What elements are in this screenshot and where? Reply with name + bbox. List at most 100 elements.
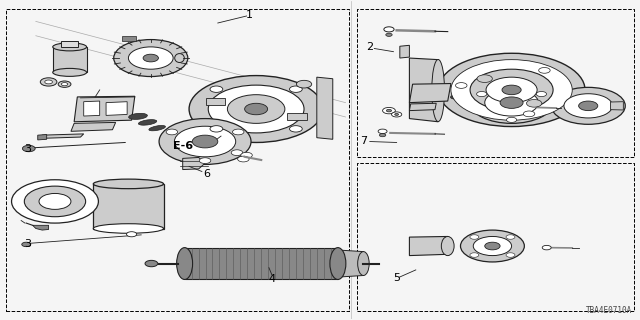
- Circle shape: [477, 92, 487, 97]
- Polygon shape: [74, 96, 135, 122]
- Circle shape: [502, 85, 521, 95]
- Ellipse shape: [129, 113, 147, 119]
- Polygon shape: [184, 248, 338, 279]
- Circle shape: [296, 80, 312, 88]
- Polygon shape: [93, 184, 164, 228]
- Text: 1: 1: [246, 10, 253, 20]
- Circle shape: [189, 76, 323, 142]
- Polygon shape: [84, 101, 100, 116]
- Circle shape: [486, 77, 537, 103]
- Circle shape: [564, 94, 612, 118]
- Ellipse shape: [52, 68, 86, 76]
- Circle shape: [378, 129, 387, 133]
- Circle shape: [438, 53, 585, 126]
- Circle shape: [524, 111, 535, 117]
- Circle shape: [145, 260, 158, 267]
- Polygon shape: [400, 45, 410, 58]
- Circle shape: [579, 101, 598, 111]
- Polygon shape: [38, 134, 47, 140]
- Polygon shape: [42, 134, 84, 138]
- Ellipse shape: [52, 43, 86, 51]
- Ellipse shape: [138, 120, 157, 125]
- Ellipse shape: [93, 179, 164, 189]
- Circle shape: [58, 81, 71, 87]
- Ellipse shape: [175, 53, 184, 62]
- Circle shape: [477, 75, 492, 83]
- Circle shape: [199, 158, 211, 164]
- Circle shape: [500, 97, 523, 108]
- Circle shape: [470, 69, 553, 111]
- Polygon shape: [106, 102, 127, 116]
- Ellipse shape: [432, 60, 445, 122]
- Circle shape: [536, 92, 547, 97]
- Circle shape: [159, 119, 251, 164]
- Circle shape: [470, 82, 553, 123]
- Circle shape: [289, 126, 302, 132]
- Text: 3: 3: [25, 239, 31, 249]
- Circle shape: [24, 186, 86, 217]
- Circle shape: [542, 245, 551, 250]
- Text: E-6: E-6: [173, 141, 193, 151]
- Ellipse shape: [177, 248, 193, 279]
- Text: 4: 4: [269, 275, 276, 284]
- Circle shape: [210, 126, 223, 132]
- Circle shape: [470, 235, 479, 239]
- Circle shape: [387, 109, 392, 112]
- Circle shape: [244, 103, 268, 115]
- Circle shape: [380, 133, 386, 137]
- Circle shape: [506, 235, 515, 239]
- Bar: [122, 36, 136, 41]
- Circle shape: [392, 112, 402, 117]
- Circle shape: [506, 117, 516, 123]
- Text: 3: 3: [25, 144, 31, 154]
- Circle shape: [395, 114, 399, 116]
- Text: 6: 6: [204, 169, 211, 179]
- Polygon shape: [410, 103, 436, 111]
- Circle shape: [39, 194, 71, 209]
- Ellipse shape: [442, 236, 454, 256]
- Circle shape: [241, 152, 252, 158]
- Polygon shape: [410, 236, 448, 256]
- Circle shape: [22, 242, 31, 247]
- Circle shape: [22, 145, 35, 152]
- Circle shape: [386, 33, 392, 36]
- Circle shape: [289, 86, 302, 92]
- Ellipse shape: [463, 99, 481, 105]
- Polygon shape: [205, 98, 225, 105]
- Circle shape: [506, 253, 515, 257]
- Text: 5: 5: [393, 273, 400, 283]
- Circle shape: [61, 83, 68, 86]
- Polygon shape: [287, 113, 307, 120]
- Circle shape: [208, 85, 304, 133]
- Circle shape: [231, 150, 243, 156]
- Polygon shape: [33, 225, 49, 230]
- Polygon shape: [410, 84, 451, 103]
- Circle shape: [237, 156, 249, 162]
- Circle shape: [40, 78, 57, 86]
- Circle shape: [45, 80, 52, 84]
- Circle shape: [192, 135, 218, 148]
- Text: TBA4E0710A: TBA4E0710A: [586, 306, 632, 315]
- Circle shape: [456, 83, 467, 88]
- Polygon shape: [410, 58, 438, 122]
- Circle shape: [539, 68, 550, 73]
- Circle shape: [174, 126, 236, 157]
- Polygon shape: [71, 123, 116, 131]
- Circle shape: [461, 230, 524, 262]
- Bar: [61, 41, 78, 47]
- Ellipse shape: [473, 105, 490, 110]
- Circle shape: [127, 232, 137, 237]
- Circle shape: [227, 95, 285, 123]
- Circle shape: [384, 27, 394, 32]
- Circle shape: [484, 89, 538, 116]
- Ellipse shape: [330, 248, 346, 279]
- Text: 7: 7: [360, 136, 367, 146]
- Ellipse shape: [149, 125, 166, 131]
- Ellipse shape: [451, 93, 470, 99]
- Circle shape: [210, 86, 223, 92]
- Polygon shape: [611, 102, 623, 110]
- Circle shape: [12, 180, 99, 223]
- Circle shape: [383, 108, 396, 114]
- Polygon shape: [317, 77, 333, 139]
- Ellipse shape: [93, 224, 164, 233]
